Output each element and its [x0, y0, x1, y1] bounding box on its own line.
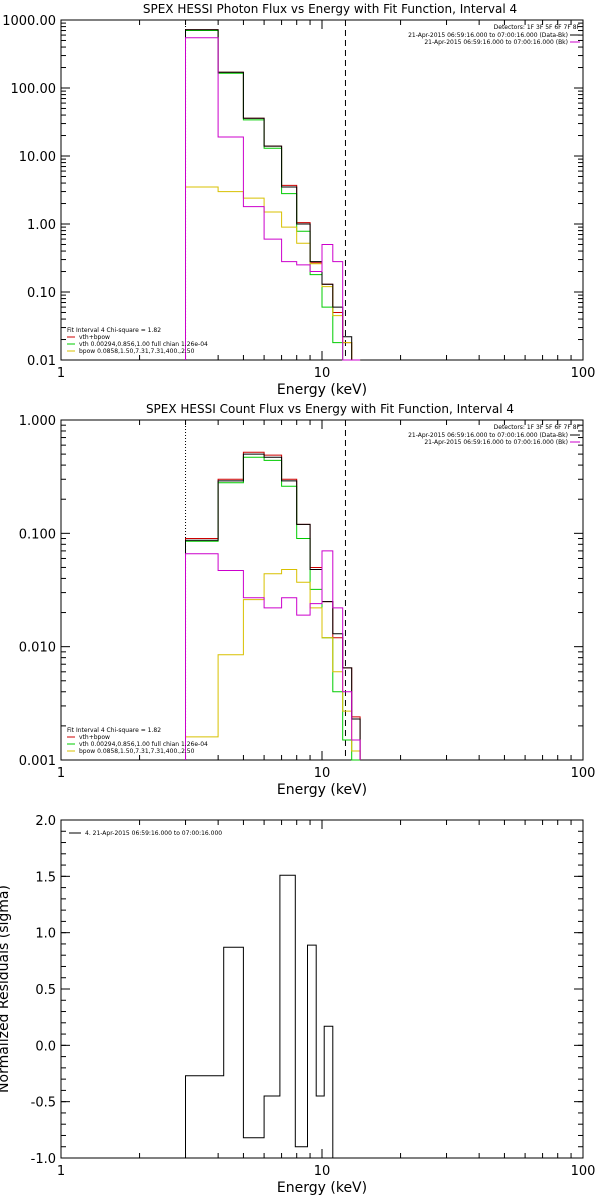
plot-frame	[60, 19, 584, 361]
residuals-panel: 1 10 100 2.0 1.5 1.0 0.5 0.0 -0.5 -1.0 Energy (keV…	[0, 814, 595, 1196]
series-bk-line	[185, 550, 361, 760]
x-tick-label: 10	[314, 766, 331, 781]
detectors-label: Detectors: 1F 3F 5F 6F 7F 8F	[494, 424, 581, 431]
y-tick-label: 0.001	[19, 754, 56, 769]
legend-entry-text: vth 0.00294,0.856,1.00 full chian 1.26e-…	[79, 341, 208, 348]
x-axis-title: Energy (keV)	[277, 382, 367, 398]
legend-entry-text: 21-Apr-2015 06:59:16.000 to 07:00:16.000…	[408, 432, 568, 439]
legend-entry-text: 21-Apr-2015 06:59:16.000 to 07:00:16.000…	[424, 439, 568, 446]
series-data-line	[185, 29, 361, 361]
y-tick-label: 0.100	[19, 527, 56, 542]
legend-entry-text: 4. 21-Apr-2015 06:59:16.000 to 07:00:16.…	[85, 830, 222, 837]
series-data-line	[185, 453, 361, 760]
x-tick-label: 100	[571, 366, 596, 381]
series-4-21-apr-2015-06-59-16-000-to-07-00-16-000-line	[185, 874, 346, 1159]
series-vth-line	[185, 30, 361, 361]
legend-entry-text: vth+bpow	[79, 734, 110, 741]
x-tick-label: 10	[314, 366, 331, 381]
legend-entry-text: bpow 0.0858,1.50,7.31,7.31,400.,2.50	[79, 748, 195, 755]
y-tick-label: 2.0	[35, 814, 56, 829]
x-tick-label: 10	[314, 1164, 331, 1179]
y-tick-label: 0.010	[19, 641, 56, 656]
legend-entry-text: vth+bpow	[79, 334, 110, 341]
x-tick-label: 1	[57, 1164, 65, 1179]
y-tick-label: 1.0	[35, 927, 56, 942]
y-tick-label: 1.5	[35, 870, 56, 885]
plot-frame	[60, 819, 584, 1159]
y-axis-title: Normalized Residuals (sigma)	[0, 885, 12, 1093]
series-bpow-line	[185, 186, 361, 361]
series-vth-bpow-line	[185, 29, 361, 361]
y-tick-label: -1.0	[31, 1152, 56, 1167]
x-tick-label: 100	[571, 1164, 596, 1179]
fit-info-header: Fit Interval 4 Chi-square = 1.82	[67, 727, 161, 734]
y-tick-label: 0.5	[35, 983, 56, 998]
y-tick-label: 1.00	[27, 218, 56, 233]
fit-info-header: Fit Interval 4 Chi-square = 1.82	[67, 327, 161, 334]
legend-entry-text: 21-Apr-2015 06:59:16.000 to 07:00:16.000…	[424, 39, 568, 46]
x-tick-label: 1	[57, 366, 65, 381]
detectors-label: Detectors: 1F 3F 5F 6F 7F 8F	[494, 24, 581, 31]
y-tick-label: 1000.00	[2, 14, 56, 29]
x-tick-label: 100	[571, 766, 596, 781]
y-tick-label: 0.0	[35, 1039, 56, 1054]
photon-flux-title: SPEX HESSI Photon Flux vs Energy with Fi…	[143, 2, 517, 16]
x-tick-label: 1	[57, 766, 65, 781]
legend-entry-text: 21-Apr-2015 06:59:16.000 to 07:00:16.000…	[408, 32, 568, 39]
count-flux-panel: SPEX HESSI Count Flux vs Energy with Fit…	[19, 402, 596, 798]
legend-entry-text: bpow 0.0858,1.50,7.31,7.31,400.,2.50	[79, 348, 195, 355]
y-tick-label: 10.00	[19, 150, 56, 165]
x-axis-title: Energy (keV)	[277, 782, 367, 798]
photon-flux-panel: SPEX HESSI Photon Flux vs Energy with Fi…	[2, 2, 595, 398]
series-bpow-line	[185, 569, 361, 760]
y-tick-label: 0.10	[27, 286, 56, 301]
legend-entry-text: vth 0.00294,0.856,1.00 full chian 1.26e-…	[79, 741, 208, 748]
count-flux-title: SPEX HESSI Count Flux vs Energy with Fit…	[146, 402, 514, 416]
series-vth-bpow-line	[185, 451, 361, 760]
y-tick-label: 1.000	[19, 414, 56, 429]
y-tick-label: 0.01	[27, 354, 56, 369]
series-vth-line	[185, 456, 361, 761]
x-axis-title: Energy (keV)	[277, 1180, 367, 1196]
y-tick-label: -0.5	[31, 1096, 56, 1111]
y-tick-label: 100.00	[11, 82, 57, 97]
series-bk-line	[185, 37, 361, 361]
